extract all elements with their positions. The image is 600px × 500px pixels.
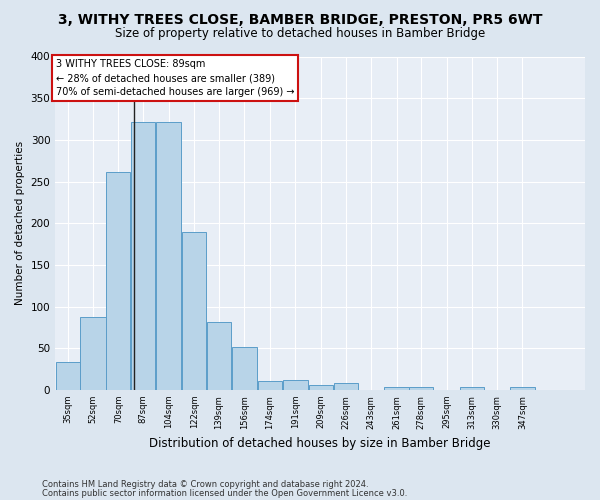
Text: 3, WITHY TREES CLOSE, BAMBER BRIDGE, PRESTON, PR5 6WT: 3, WITHY TREES CLOSE, BAMBER BRIDGE, PRE… xyxy=(58,12,542,26)
X-axis label: Distribution of detached houses by size in Bamber Bridge: Distribution of detached houses by size … xyxy=(149,437,491,450)
Bar xyxy=(385,386,409,390)
Y-axis label: Number of detached properties: Number of detached properties xyxy=(15,141,25,306)
Bar xyxy=(182,232,206,390)
Bar xyxy=(309,385,333,390)
Bar xyxy=(334,384,358,390)
Bar xyxy=(460,388,484,390)
Bar xyxy=(258,381,282,390)
Text: Size of property relative to detached houses in Bamber Bridge: Size of property relative to detached ho… xyxy=(115,28,485,40)
Text: 3 WITHY TREES CLOSE: 89sqm
← 28% of detached houses are smaller (389)
70% of sem: 3 WITHY TREES CLOSE: 89sqm ← 28% of deta… xyxy=(56,59,295,97)
Bar xyxy=(131,122,155,390)
Bar xyxy=(207,322,231,390)
Bar xyxy=(156,122,181,390)
Text: Contains HM Land Registry data © Crown copyright and database right 2024.: Contains HM Land Registry data © Crown c… xyxy=(42,480,368,489)
Bar xyxy=(509,388,535,390)
Bar xyxy=(283,380,308,390)
Bar xyxy=(80,318,106,390)
Text: Contains public sector information licensed under the Open Government Licence v3: Contains public sector information licen… xyxy=(42,490,407,498)
Bar xyxy=(56,362,80,390)
Bar xyxy=(232,348,257,390)
Bar xyxy=(409,388,433,390)
Bar xyxy=(106,172,130,390)
